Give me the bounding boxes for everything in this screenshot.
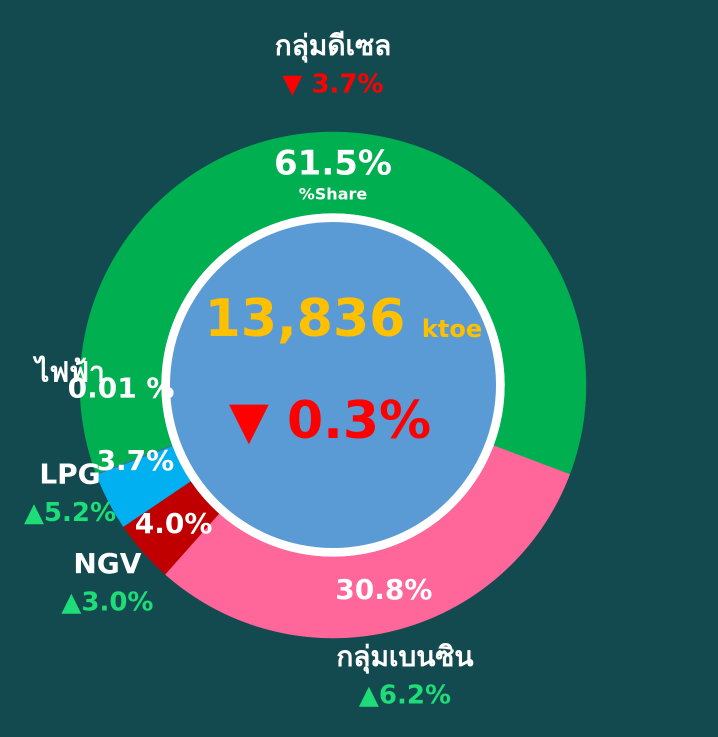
- slice-label: 4.0%: [135, 507, 213, 540]
- total-unit: ktoe: [422, 315, 482, 343]
- slice-label: 30.8%: [335, 573, 432, 606]
- slice: [79, 131, 587, 475]
- total-value: 13,836: [205, 289, 406, 349]
- change-label: ▲6.2%: [359, 681, 451, 711]
- category-label: NGV: [73, 547, 141, 580]
- slice-label: 0.01 %: [68, 372, 175, 405]
- slice: [164, 445, 571, 639]
- category-label: กลุ่มเบนซิน: [336, 640, 473, 674]
- category-label: LPG: [39, 458, 100, 491]
- change-label: ▲5.2%: [24, 498, 116, 528]
- category-label: กลุ่มดีเซล: [275, 29, 391, 63]
- change-label: ▼ 3.7%: [282, 70, 383, 100]
- slice-label: 3.7%: [97, 444, 175, 477]
- share-label: %Share: [299, 185, 368, 204]
- center-disc: [170, 222, 496, 548]
- change-label: ▲3.0%: [61, 587, 153, 617]
- total-change: ▼ 0.3%: [229, 391, 431, 451]
- slice-label: 61.5%: [274, 144, 392, 184]
- slice: [95, 445, 173, 475]
- category-label: ไฟฟ้า: [32, 356, 104, 389]
